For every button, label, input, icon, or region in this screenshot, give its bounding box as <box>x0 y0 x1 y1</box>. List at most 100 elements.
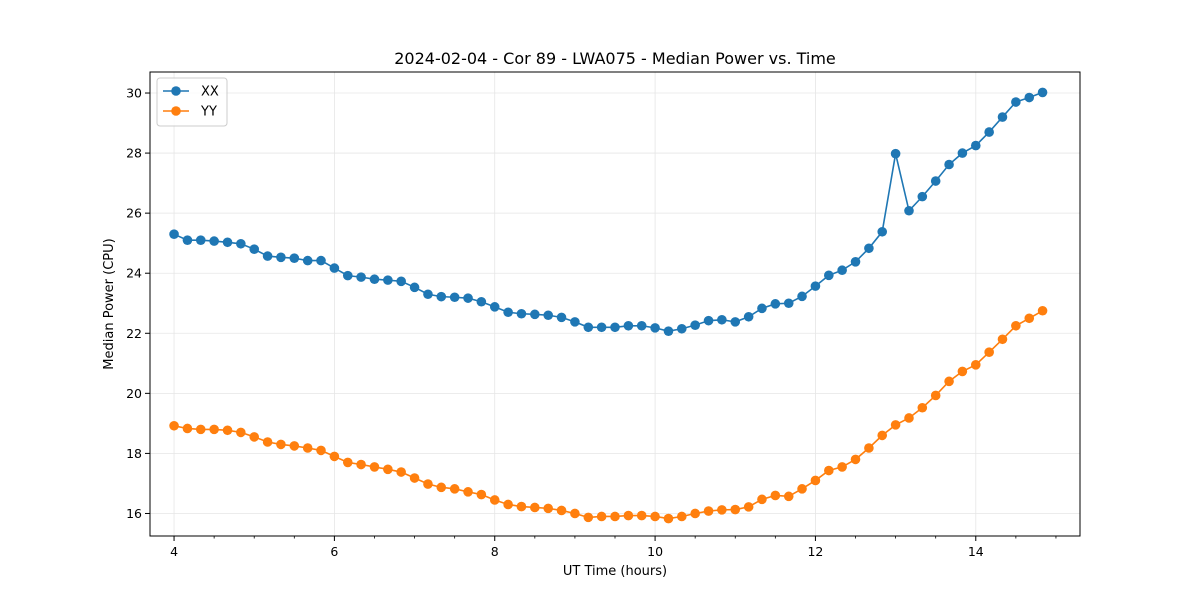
data-point-yy <box>369 462 380 472</box>
data-point-xx <box>623 320 634 331</box>
legend-label-yy: YY <box>200 105 217 120</box>
data-point-xx <box>530 309 540 320</box>
data-point-yy <box>396 467 406 477</box>
data-point-xx <box>262 251 273 261</box>
y-tick-label: 26 <box>126 206 142 221</box>
data-point-xx <box>650 323 660 333</box>
data-point-yy <box>650 511 660 522</box>
data-point-xx <box>182 235 193 245</box>
data-point-xx <box>864 243 874 254</box>
data-point-xx <box>222 237 233 248</box>
data-point-yy <box>236 427 246 438</box>
y-tick-label: 24 <box>126 266 142 281</box>
data-point-xx <box>356 272 366 282</box>
data-point-yy <box>570 508 580 519</box>
data-point-xx <box>302 255 313 266</box>
data-point-xx <box>984 127 994 137</box>
data-point-xx <box>396 276 406 287</box>
data-point-yy <box>623 510 634 521</box>
y-tick-label: 18 <box>126 446 142 461</box>
data-point-yy <box>409 473 420 483</box>
data-point-yy <box>302 443 313 453</box>
data-point-xx <box>730 317 741 327</box>
data-point-xx <box>543 310 554 321</box>
data-point-yy <box>797 484 807 494</box>
data-point-xx <box>423 289 433 300</box>
data-point-xx <box>209 236 219 246</box>
data-point-xx <box>757 303 767 314</box>
data-point-yy <box>877 430 888 441</box>
data-point-xx <box>997 112 1008 122</box>
data-point-xx <box>1037 87 1048 98</box>
x-tick-label: 8 <box>491 544 499 559</box>
chart-title: 2024-02-04 - Cor 89 - LWA075 - Median Po… <box>394 49 836 68</box>
data-point-xx <box>436 291 447 302</box>
data-point-xx <box>329 263 340 273</box>
data-point-xx <box>890 148 901 159</box>
data-point-yy <box>810 475 821 486</box>
data-point-xx <box>503 307 513 318</box>
data-point-xx <box>944 159 954 170</box>
data-point-xx <box>797 291 807 302</box>
data-point-xx <box>316 255 326 266</box>
data-point-xx <box>476 296 487 307</box>
data-point-yy <box>864 443 874 453</box>
data-point-yy <box>957 366 968 377</box>
data-point-yy <box>449 484 460 494</box>
data-point-xx <box>383 275 393 285</box>
data-point-yy <box>436 482 447 493</box>
y-tick-label: 16 <box>126 506 142 521</box>
data-point-yy <box>690 508 700 519</box>
data-point-xx <box>957 148 968 158</box>
data-point-yy <box>342 457 353 468</box>
ticks: 4 6 8 10 12 14 16 18 20 22 24 26 28 30 <box>126 86 1057 559</box>
data-point-yy <box>997 334 1008 345</box>
data-point-yy <box>930 390 941 401</box>
data-point-xx <box>663 326 674 336</box>
data-point-yy <box>209 424 219 435</box>
data-point-yy <box>423 479 433 489</box>
data-point-yy <box>503 499 513 510</box>
y-tick-label: 30 <box>126 86 142 101</box>
x-axis-label: UT Time (hours) <box>563 564 667 579</box>
data-point-yy <box>182 423 193 434</box>
data-point-xx <box>837 265 847 276</box>
data-point-yy <box>837 462 847 472</box>
data-point-xx <box>877 226 888 237</box>
data-point-xx <box>783 298 794 309</box>
data-point-xx <box>516 308 527 319</box>
x-tick-label: 12 <box>807 544 823 559</box>
data-point-yy <box>543 503 554 514</box>
data-point-yy <box>717 505 727 515</box>
data-point-yy <box>530 502 540 513</box>
x-tick-label: 10 <box>647 544 663 559</box>
data-point-xx <box>676 323 687 334</box>
x-tick-label: 4 <box>170 544 178 559</box>
y-tick-label: 22 <box>126 326 142 341</box>
legend-label-xx: XX <box>201 85 219 100</box>
data-point-xx <box>743 311 754 322</box>
data-point-yy <box>289 441 300 451</box>
data-point-yy <box>757 494 767 505</box>
data-point-yy <box>610 511 620 522</box>
data-point-yy <box>316 445 326 456</box>
data-point-yy <box>730 504 741 515</box>
data-point-yy <box>824 465 834 476</box>
data-point-xx <box>489 302 500 312</box>
data-point-yy <box>663 513 674 524</box>
data-point-yy <box>703 506 714 516</box>
data-point-xx <box>369 274 380 285</box>
data-point-xx <box>596 322 607 333</box>
data-point-xx <box>249 244 260 254</box>
data-point-xx <box>770 299 781 309</box>
data-point-yy <box>1037 305 1048 316</box>
data-point-yy <box>329 451 340 462</box>
series-layer <box>169 87 1048 524</box>
data-point-xx <box>970 140 981 151</box>
data-point-yy <box>276 439 286 450</box>
data-point-yy <box>1024 313 1035 324</box>
data-point-yy <box>970 360 981 370</box>
data-point-yy <box>890 420 901 430</box>
data-point-xx <box>463 293 473 303</box>
data-point-yy <box>984 347 994 358</box>
